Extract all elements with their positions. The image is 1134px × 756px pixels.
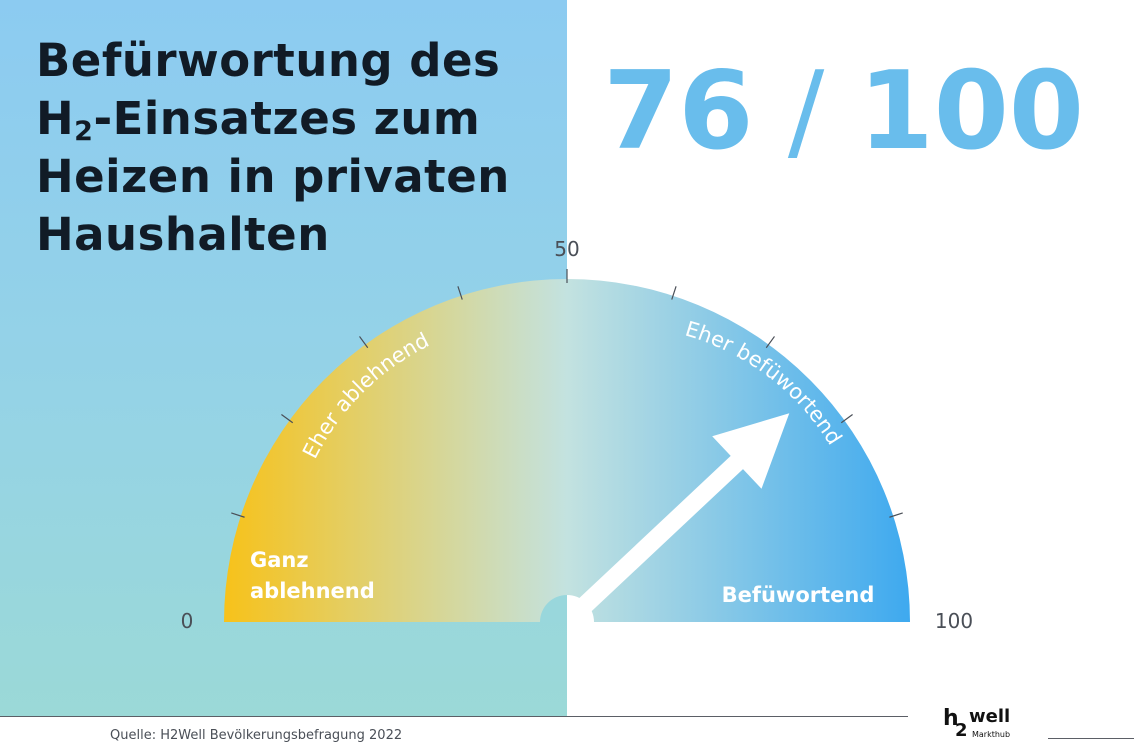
title-line-4: Haushalten bbox=[36, 208, 330, 261]
logo-h: h bbox=[943, 706, 959, 731]
band-label-befuewortend: Befüwortend bbox=[722, 583, 875, 607]
gauge-ticks bbox=[231, 269, 903, 518]
band-label-ganz-ablehnend-line-2: ablehnend bbox=[250, 579, 375, 603]
title-line-1: Befürwortung des bbox=[36, 34, 501, 87]
axis-label-max: 100 bbox=[935, 609, 973, 633]
h2well-logo: h 2 well Markthub bbox=[943, 706, 1023, 746]
footer-divider-right bbox=[1048, 738, 1134, 739]
gauge-tick bbox=[765, 336, 775, 349]
gauge-needle bbox=[579, 413, 790, 612]
logo-well: well bbox=[969, 706, 1011, 727]
footer-divider bbox=[0, 716, 908, 717]
score-max: 100 bbox=[858, 49, 1084, 174]
gauge-tick bbox=[457, 286, 463, 300]
chart-title: Befürwortung des H2-Einsatzes zum Heizen… bbox=[36, 32, 556, 264]
axis-label-mid: 50 bbox=[554, 237, 579, 261]
gauge-tick bbox=[840, 414, 853, 424]
logo-two: 2 bbox=[955, 720, 968, 741]
title-line-2-rest: -Einsatzes zum bbox=[93, 92, 481, 145]
gauge-tick bbox=[359, 336, 369, 349]
gauge-arc bbox=[224, 279, 910, 622]
source-note: Quelle: H2Well Bevölkerungsbefragung 202… bbox=[110, 728, 403, 743]
gauge-tick bbox=[671, 286, 677, 300]
title-line-3: Heizen in privaten bbox=[36, 150, 510, 203]
gauge-tick bbox=[231, 512, 245, 518]
score-separator: / bbox=[753, 49, 859, 174]
title-h: H bbox=[36, 92, 75, 145]
score-readout: 76 / 100 bbox=[603, 52, 1084, 172]
title-line-2: H2-Einsatzes zum bbox=[36, 90, 556, 148]
score-value: 76 bbox=[603, 49, 754, 174]
band-label-ganz-ablehnend-line-1: Ganz bbox=[250, 548, 309, 572]
axis-label-min: 0 bbox=[181, 609, 194, 633]
title-subscript-2: 2 bbox=[74, 116, 94, 147]
gauge-tick bbox=[889, 512, 903, 518]
gauge-tick bbox=[281, 414, 294, 424]
logo-subtitle: Markthub bbox=[972, 730, 1011, 739]
